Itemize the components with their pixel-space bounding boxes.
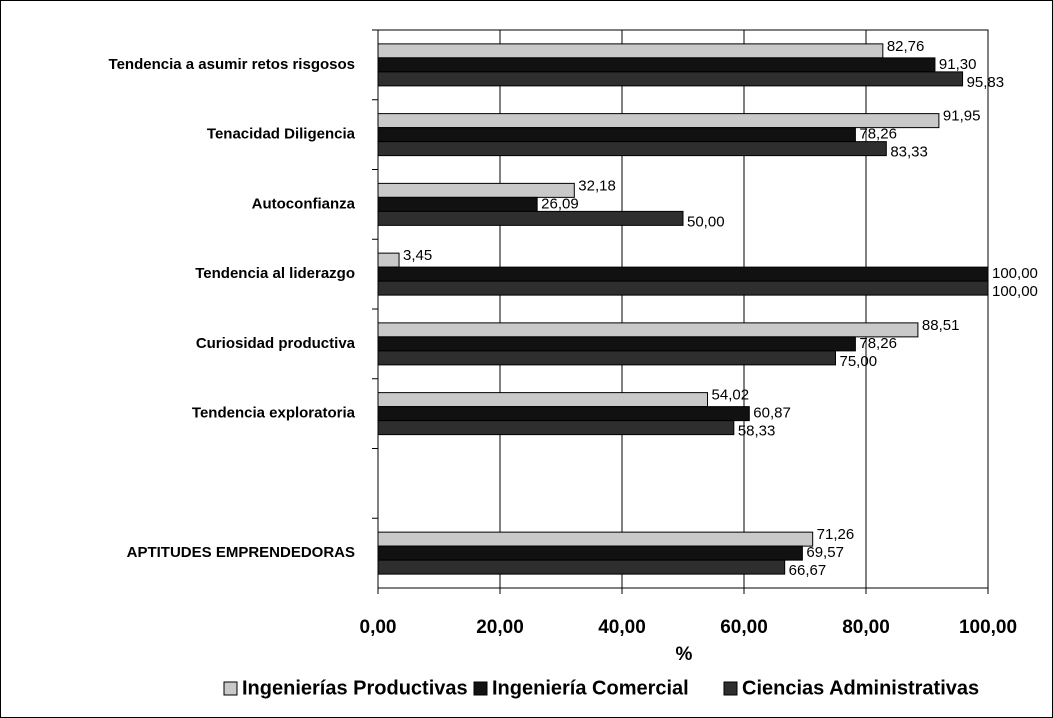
bar bbox=[377, 336, 856, 352]
x-axis-label: % bbox=[676, 644, 693, 665]
value-label: 78,26 bbox=[859, 126, 897, 143]
value-label: 78,26 bbox=[859, 335, 897, 352]
value-label: 71,26 bbox=[817, 526, 855, 543]
value-label: 95,83 bbox=[967, 74, 1005, 91]
value-label: 26,09 bbox=[541, 195, 579, 212]
legend-label: Ciencias Administrativas bbox=[742, 677, 979, 699]
value-label: 88,51 bbox=[922, 317, 960, 334]
bar bbox=[377, 43, 884, 59]
bar bbox=[377, 57, 936, 73]
value-label: 100,00 bbox=[992, 283, 1038, 300]
x-tick-label: 40,00 bbox=[598, 617, 646, 638]
bar bbox=[377, 406, 750, 422]
value-label: 58,33 bbox=[738, 423, 776, 440]
bar bbox=[377, 210, 684, 226]
bar bbox=[377, 559, 786, 575]
bar bbox=[377, 350, 836, 366]
value-label: 83,33 bbox=[890, 144, 928, 161]
y-tick-label: Curiosidad productiva bbox=[196, 335, 356, 352]
value-label: 69,57 bbox=[806, 544, 844, 561]
value-label: 50,00 bbox=[687, 213, 725, 230]
x-tick-label: 100,00 bbox=[959, 617, 1017, 638]
bar bbox=[377, 420, 735, 436]
bar bbox=[377, 280, 989, 296]
legend-swatch bbox=[223, 681, 238, 696]
bar bbox=[377, 266, 989, 282]
value-label: 91,30 bbox=[939, 56, 977, 73]
y-tick-label: Autoconfianza bbox=[252, 195, 356, 212]
y-tick-label: Tendencia al liderazgo bbox=[195, 265, 355, 282]
bar bbox=[377, 113, 940, 129]
y-tick-label: Tendencia exploratoria bbox=[192, 405, 356, 422]
legend-label: Ingenierías Productivas bbox=[242, 677, 468, 699]
value-label: 100,00 bbox=[992, 265, 1038, 282]
bar bbox=[377, 71, 964, 87]
bar bbox=[377, 545, 803, 561]
y-tick-label: Tenacidad Diligencia bbox=[207, 126, 356, 143]
value-label: 91,95 bbox=[943, 108, 981, 125]
value-label: 32,18 bbox=[578, 177, 616, 194]
bar bbox=[377, 531, 814, 547]
x-tick-label: 80,00 bbox=[842, 617, 890, 638]
bar bbox=[377, 196, 538, 212]
bar bbox=[377, 252, 400, 268]
x-tick-label: 0,00 bbox=[360, 617, 397, 638]
x-tick-label: 60,00 bbox=[720, 617, 768, 638]
legend-label: Ingeniería Comercial bbox=[492, 677, 689, 699]
bar bbox=[377, 127, 856, 143]
bar bbox=[377, 141, 887, 157]
bar bbox=[377, 392, 709, 408]
legend-swatch bbox=[723, 681, 738, 696]
y-tick-label: APTITUDES EMPRENDEDORAS bbox=[127, 544, 355, 561]
legend-swatch bbox=[473, 681, 488, 696]
value-label: 54,02 bbox=[712, 387, 750, 404]
x-tick-label: 20,00 bbox=[476, 617, 524, 638]
value-label: 75,00 bbox=[840, 353, 878, 370]
value-label: 66,67 bbox=[789, 562, 827, 579]
value-label: 82,76 bbox=[887, 38, 925, 55]
value-label: 3,45 bbox=[403, 247, 432, 264]
bar bbox=[377, 322, 919, 338]
value-label: 60,87 bbox=[753, 405, 791, 422]
y-tick-label: Tendencia a asumir retos risgosos bbox=[109, 56, 355, 73]
